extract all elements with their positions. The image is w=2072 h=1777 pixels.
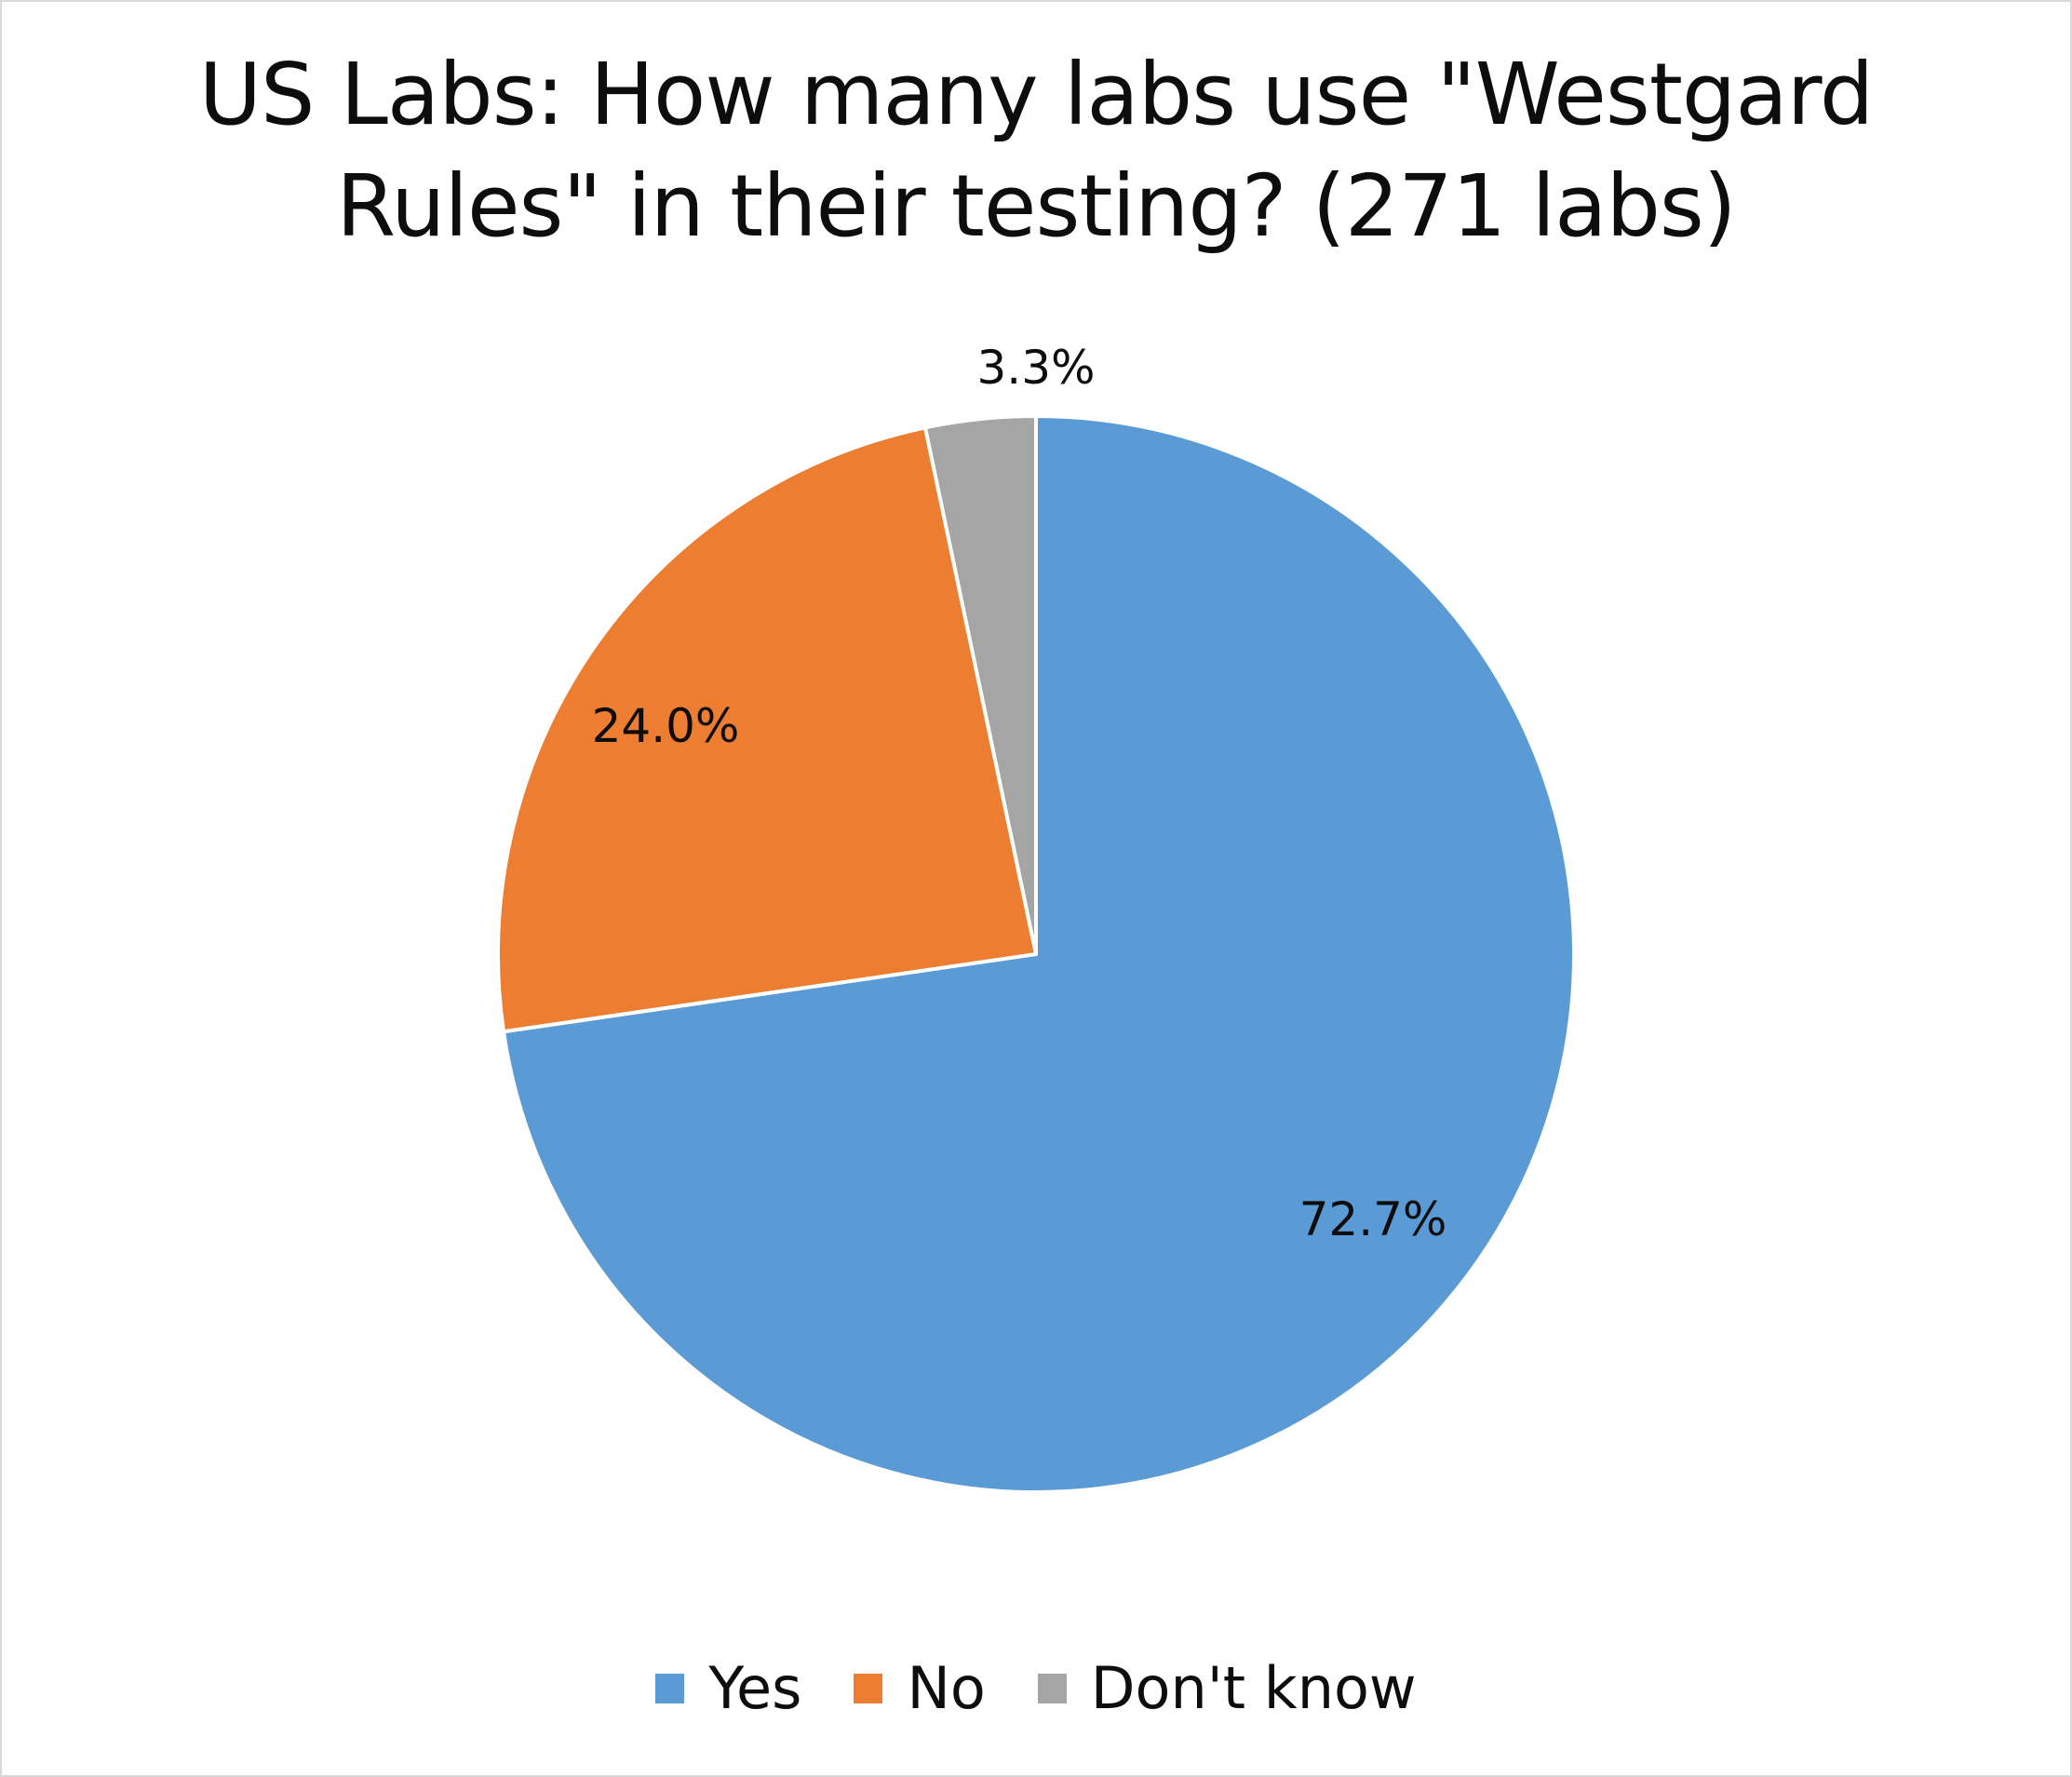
legend-swatch-no xyxy=(854,1674,883,1703)
data-label-dont-know: 3.3% xyxy=(976,341,1096,395)
chart-title: US Labs: How many labs use "Westgard Rul… xyxy=(0,39,2072,263)
chart-title-line-1: US Labs: How many labs use "Westgard xyxy=(198,45,1875,144)
legend-item-no[interactable]: No xyxy=(854,1653,986,1724)
pie-slice-yes[interactable] xyxy=(502,414,1576,1494)
legend-swatch-dont-know xyxy=(1037,1674,1067,1703)
legend-item-yes[interactable]: Yes xyxy=(655,1653,801,1724)
pie-slices xyxy=(496,414,1576,1494)
chart-title-line-2: Rules" in their testing? (271 labs) xyxy=(336,156,1736,256)
pie-slice-no[interactable] xyxy=(496,425,1038,1034)
legend-item-dont-know[interactable]: Don't know xyxy=(1037,1653,1417,1724)
data-label-yes: 72.7% xyxy=(1298,1192,1447,1246)
legend-label-yes: Yes xyxy=(708,1654,802,1722)
legend-label-dont-know: Don't know xyxy=(1090,1654,1417,1722)
pie-slice-dont-know[interactable] xyxy=(923,414,1038,956)
legend-swatch-yes xyxy=(655,1674,685,1703)
legend: Yes No Don't know xyxy=(0,1653,2072,1724)
legend-label-no: No xyxy=(907,1654,986,1722)
data-label-no: 24.0% xyxy=(591,699,740,753)
